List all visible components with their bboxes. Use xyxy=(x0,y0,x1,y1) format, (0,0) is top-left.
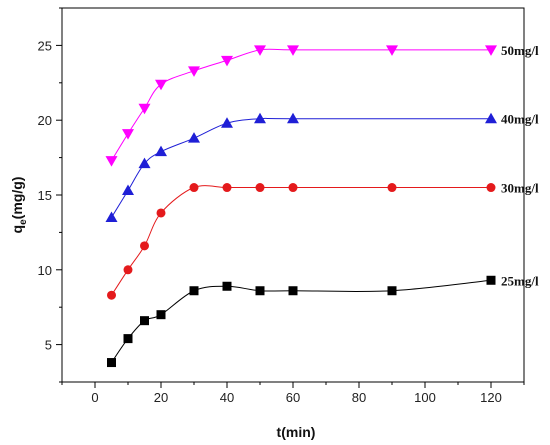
series-curves xyxy=(111,48,492,363)
data-point-square xyxy=(123,334,133,344)
data-point-circle xyxy=(123,265,133,275)
data-point-square xyxy=(156,310,166,320)
data-point-circle xyxy=(255,183,265,193)
series-label: 25mg/l xyxy=(501,273,539,288)
y-axis-title-unit: (mg/g) xyxy=(9,177,25,220)
y-tick-label: 20 xyxy=(38,113,52,128)
series-line xyxy=(111,48,491,161)
data-point-square xyxy=(288,286,298,296)
data-point-triangle-down xyxy=(386,45,398,56)
data-point-circle xyxy=(140,241,149,251)
series-markers xyxy=(105,45,497,368)
data-point-square xyxy=(222,281,232,291)
data-point-circle xyxy=(156,208,166,218)
series-line xyxy=(111,185,492,296)
x-tick-label: 100 xyxy=(414,390,436,405)
svg-text:qe(mg/g): qe(mg/g) xyxy=(9,177,29,234)
data-point-triangle-up xyxy=(138,157,151,169)
data-point-square xyxy=(387,286,397,296)
y-axis-title: qe(mg/g) xyxy=(9,177,29,234)
y-tick-label: 10 xyxy=(38,263,52,278)
data-point-square xyxy=(140,316,149,326)
data-point-square xyxy=(189,286,199,296)
data-point-triangle-down xyxy=(105,156,118,167)
data-point-triangle-up xyxy=(122,184,134,196)
data-point-triangle-down xyxy=(221,55,233,67)
y-tick-label: 5 xyxy=(45,338,52,353)
data-point-triangle-down xyxy=(138,103,151,115)
data-point-circle xyxy=(107,290,116,300)
data-point-triangle-down xyxy=(287,45,299,56)
data-point-triangle-down xyxy=(155,79,167,91)
data-point-triangle-up xyxy=(155,145,167,157)
data-point-circle xyxy=(486,183,496,193)
series-labels: 25mg/l 30mg/l 40mg/l 50mg/l xyxy=(501,43,539,288)
data-point-triangle-up xyxy=(105,211,118,222)
series-label: 30mg/l xyxy=(501,181,539,196)
data-point-triangle-up xyxy=(287,112,299,124)
data-point-triangle-down xyxy=(188,66,200,77)
y-axis-title-main: q xyxy=(9,225,25,234)
data-point-triangle-up xyxy=(221,117,233,128)
x-axis-title: t(min) xyxy=(277,424,316,440)
data-point-square xyxy=(486,275,496,285)
data-point-square xyxy=(255,286,265,296)
series-line xyxy=(111,279,492,363)
data-point-triangle-down xyxy=(485,45,497,56)
data-point-circle xyxy=(222,183,232,193)
data-point-triangle-up xyxy=(485,112,497,124)
series-label: 50mg/l xyxy=(501,43,539,58)
y-tick-label: 25 xyxy=(38,38,52,53)
x-tick-label: 120 xyxy=(480,390,502,405)
series-line xyxy=(111,117,491,218)
x-tick-label: 80 xyxy=(352,390,366,405)
x-tick-label: 60 xyxy=(286,390,300,405)
data-point-square xyxy=(107,358,116,368)
axis-ticks: 0 20 40 60 80 100 120 5 10 15 20 25 xyxy=(38,7,525,405)
data-point-circle xyxy=(288,183,298,193)
y-axis-title-sub: e xyxy=(18,219,29,225)
x-tick-label: 20 xyxy=(154,390,168,405)
y-tick-label: 15 xyxy=(38,188,52,203)
x-tick-label: 0 xyxy=(91,390,98,405)
data-point-triangle-up xyxy=(254,112,266,124)
data-point-triangle-down xyxy=(254,45,266,56)
x-tick-label: 40 xyxy=(220,390,234,405)
series-label: 40mg/l xyxy=(501,112,539,127)
data-point-triangle-up xyxy=(188,132,200,143)
data-point-circle xyxy=(189,183,199,193)
data-point-triangle-down xyxy=(122,129,134,140)
data-point-circle xyxy=(387,183,397,193)
